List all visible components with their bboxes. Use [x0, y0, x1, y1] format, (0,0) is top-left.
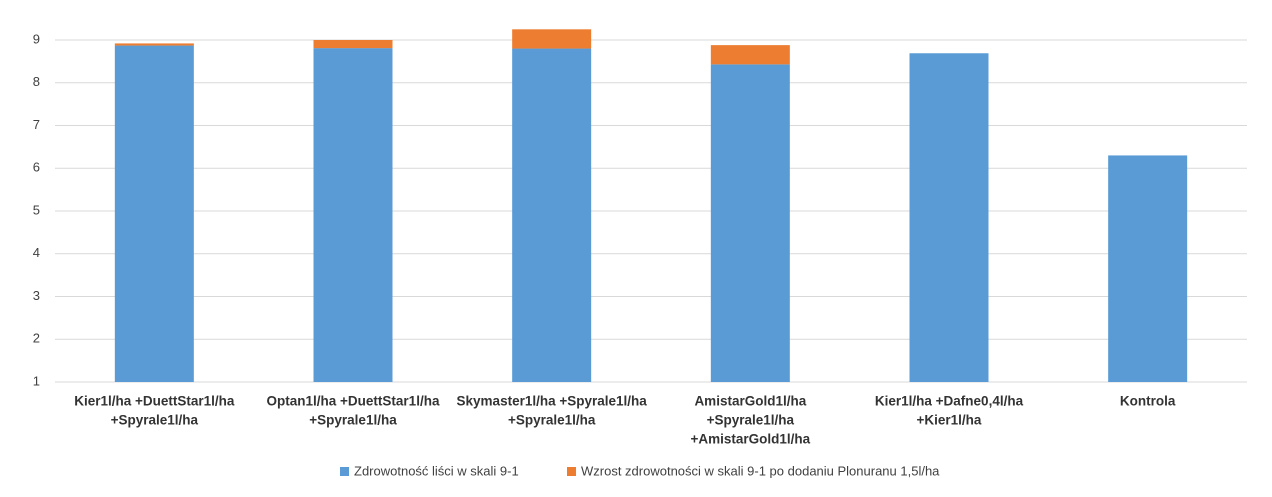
bar-segment [313, 40, 393, 49]
legend-label: Zdrowotność liści w skali 9-1 [354, 463, 519, 478]
legend-label: Wzrost zdrowotności w skali 9-1 po dodan… [581, 463, 940, 478]
x-tick-label: AmistarGold1l/ha [694, 394, 806, 409]
x-tick-label: Kier1l/ha +DuettStar1l/ha [74, 394, 235, 409]
bar-segment [909, 53, 989, 382]
y-tick-label: 2 [33, 331, 40, 346]
bar-segment [710, 45, 790, 65]
y-tick-label: 3 [33, 288, 40, 303]
y-tick-label: 5 [33, 202, 40, 217]
bar-segment [710, 64, 790, 383]
legend-swatch [567, 467, 576, 476]
bar-segment [114, 43, 194, 46]
x-tick-label: Kontrola [1120, 394, 1176, 409]
y-tick-label: 8 [33, 74, 40, 89]
bar-segment [313, 48, 393, 383]
y-tick-label: 1 [33, 373, 40, 388]
y-tick-label: 9 [33, 31, 40, 46]
x-tick-label: +Spyrale1l/ha [309, 413, 397, 428]
bar-segment [512, 48, 592, 383]
x-tick-label: +Spyrale1l/ha [707, 413, 795, 428]
x-tick-label: +AmistarGold1l/ha [690, 432, 810, 447]
x-tick-label: Optan1l/ha +DuettStar1l/ha [267, 394, 440, 409]
x-tick-label: Skymaster1l/ha +Spyrale1l/ha [457, 394, 648, 409]
y-tick-label: 4 [33, 245, 40, 260]
bar-segment [512, 29, 592, 49]
x-tick-label: +Spyrale1l/ha [111, 413, 199, 428]
y-tick-label: 6 [33, 160, 40, 175]
bar-segment [114, 45, 194, 383]
x-tick-label: +Spyrale1l/ha [508, 413, 596, 428]
bar-segment [1108, 155, 1188, 382]
legend-swatch [340, 467, 349, 476]
x-tick-label: +Kier1l/ha [917, 413, 982, 428]
x-tick-label: Kier1l/ha +Dafne0,4l/ha [875, 394, 1024, 409]
y-tick-label: 7 [33, 117, 40, 132]
